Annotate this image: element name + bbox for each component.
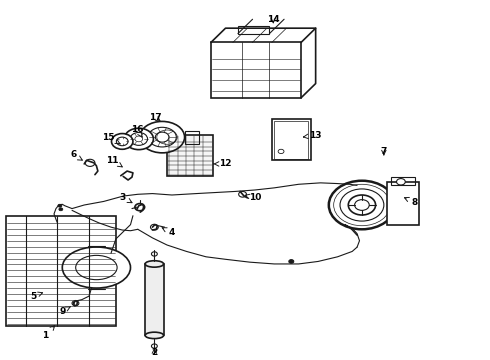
Text: 13: 13 <box>303 131 322 140</box>
Bar <box>167 135 213 176</box>
Circle shape <box>396 179 405 185</box>
Ellipse shape <box>62 247 130 288</box>
Bar <box>272 119 311 160</box>
Ellipse shape <box>140 121 185 153</box>
Text: 12: 12 <box>214 159 232 168</box>
Text: 8: 8 <box>404 197 417 207</box>
Text: 7: 7 <box>381 147 387 156</box>
Bar <box>387 182 419 225</box>
Text: 3: 3 <box>119 193 132 203</box>
Ellipse shape <box>145 261 164 267</box>
Bar <box>391 177 415 185</box>
Bar <box>238 26 270 33</box>
Circle shape <box>124 128 153 150</box>
Bar <box>185 131 199 144</box>
Text: 6: 6 <box>71 150 82 160</box>
Ellipse shape <box>75 255 117 280</box>
Text: 4: 4 <box>162 228 175 237</box>
Text: 9: 9 <box>59 306 71 316</box>
Text: 16: 16 <box>131 125 143 137</box>
Bar <box>6 216 116 327</box>
Text: 2: 2 <box>151 348 157 357</box>
Circle shape <box>59 208 63 211</box>
Bar <box>145 264 164 336</box>
Text: 11: 11 <box>106 156 122 167</box>
Text: 5: 5 <box>30 292 43 301</box>
Text: 14: 14 <box>267 15 280 24</box>
Text: 1: 1 <box>42 326 55 340</box>
Circle shape <box>348 195 375 215</box>
Text: 17: 17 <box>149 113 162 122</box>
Bar <box>274 121 308 158</box>
Text: 15: 15 <box>102 132 120 144</box>
Ellipse shape <box>145 332 164 339</box>
Text: 10: 10 <box>245 193 261 202</box>
Circle shape <box>289 260 294 263</box>
Circle shape <box>58 204 62 207</box>
Circle shape <box>329 181 395 229</box>
Bar <box>211 42 301 98</box>
Circle shape <box>112 134 133 149</box>
